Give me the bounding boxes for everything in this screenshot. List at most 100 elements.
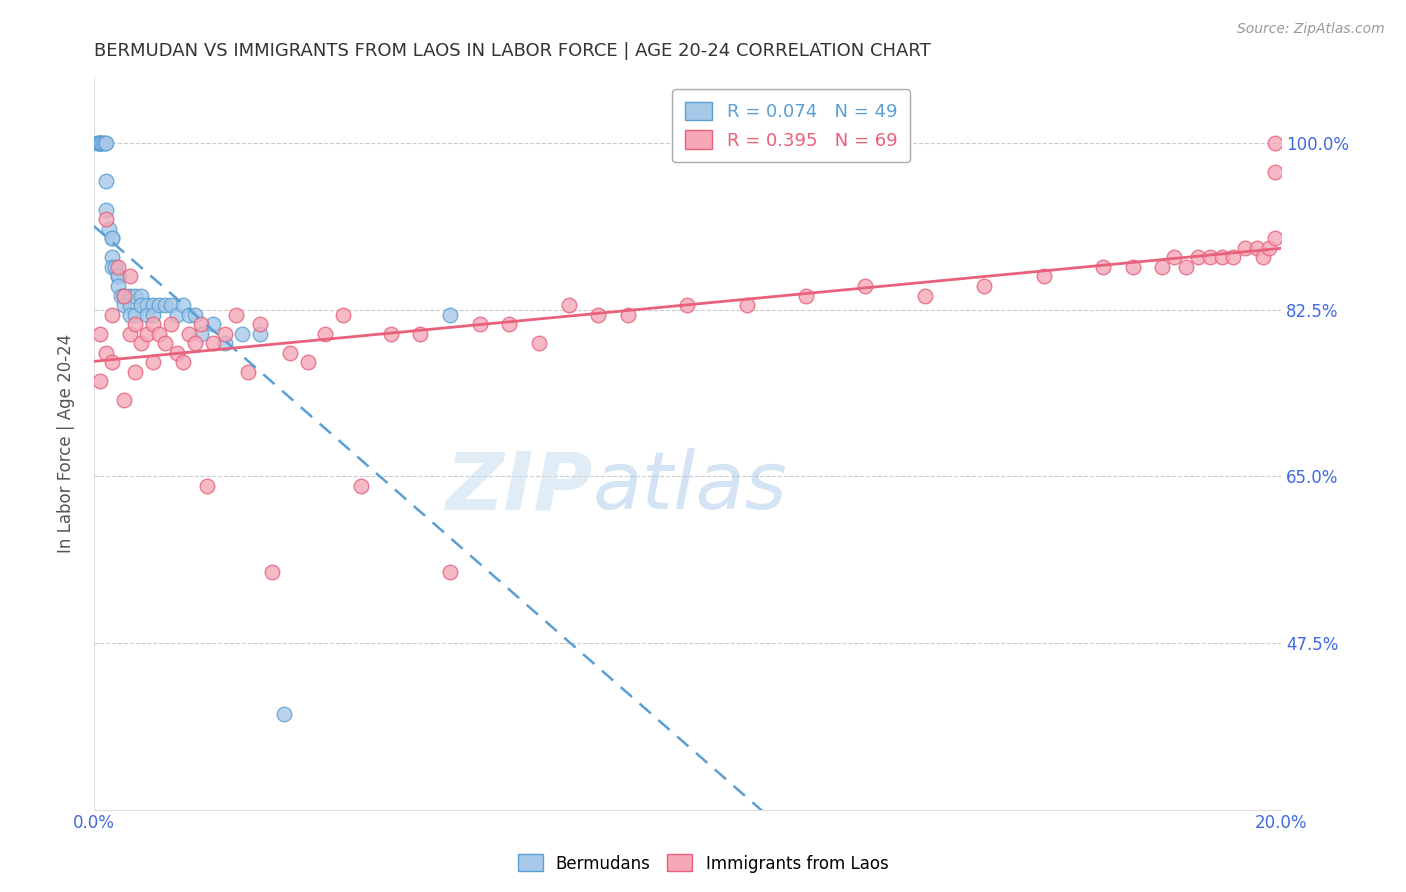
Point xyxy=(190,317,212,331)
Point xyxy=(87,136,110,151)
Point xyxy=(297,355,319,369)
Y-axis label: In Labor Force | Age 20-24: In Labor Force | Age 20-24 xyxy=(58,334,75,553)
Point xyxy=(225,308,247,322)
Point xyxy=(468,317,491,331)
Point xyxy=(735,298,758,312)
Point xyxy=(112,288,135,302)
Point xyxy=(89,326,111,341)
Point xyxy=(112,393,135,408)
Point xyxy=(107,269,129,284)
Point xyxy=(794,288,817,302)
Point xyxy=(94,174,117,188)
Point xyxy=(439,308,461,322)
Point xyxy=(153,336,176,351)
Point xyxy=(97,222,120,236)
Point xyxy=(249,326,271,341)
Point xyxy=(112,298,135,312)
Point xyxy=(1264,165,1286,179)
Point xyxy=(201,317,224,331)
Point xyxy=(91,136,114,151)
Point xyxy=(136,308,159,322)
Legend: R = 0.074   N = 49, R = 0.395   N = 69: R = 0.074 N = 49, R = 0.395 N = 69 xyxy=(672,89,910,162)
Point xyxy=(107,279,129,293)
Point xyxy=(90,136,112,151)
Point xyxy=(112,288,135,302)
Point xyxy=(273,707,295,722)
Point xyxy=(1264,136,1286,151)
Point xyxy=(1187,251,1209,265)
Point xyxy=(136,326,159,341)
Point xyxy=(855,279,877,293)
Point xyxy=(1091,260,1114,274)
Point xyxy=(1264,231,1286,245)
Point xyxy=(676,298,699,312)
Point xyxy=(142,355,165,369)
Point xyxy=(89,136,111,151)
Point xyxy=(107,260,129,274)
Point xyxy=(177,326,200,341)
Text: atlas: atlas xyxy=(592,448,787,526)
Point xyxy=(1152,260,1174,274)
Point xyxy=(148,326,170,341)
Point xyxy=(214,326,236,341)
Point xyxy=(142,308,165,322)
Point xyxy=(527,336,550,351)
Point xyxy=(124,308,146,322)
Point xyxy=(131,288,153,302)
Point xyxy=(94,136,117,151)
Point xyxy=(278,345,301,359)
Point xyxy=(1032,269,1054,284)
Point xyxy=(973,279,995,293)
Point xyxy=(166,345,188,359)
Point xyxy=(177,308,200,322)
Point xyxy=(94,212,117,227)
Point xyxy=(439,565,461,579)
Point xyxy=(1251,251,1274,265)
Point xyxy=(238,365,260,379)
Point xyxy=(118,269,141,284)
Point xyxy=(1258,241,1281,255)
Point xyxy=(1234,241,1257,255)
Point xyxy=(93,136,115,151)
Point xyxy=(184,336,207,351)
Point xyxy=(160,298,183,312)
Point xyxy=(142,298,165,312)
Point xyxy=(100,231,122,245)
Point xyxy=(380,326,402,341)
Point xyxy=(124,365,146,379)
Point xyxy=(104,260,127,274)
Point xyxy=(118,298,141,312)
Point xyxy=(100,231,122,245)
Point xyxy=(1175,260,1198,274)
Point xyxy=(1122,260,1144,274)
Point xyxy=(1163,251,1185,265)
Point xyxy=(118,326,141,341)
Point xyxy=(231,326,253,341)
Point xyxy=(249,317,271,331)
Point xyxy=(86,136,108,151)
Point xyxy=(118,308,141,322)
Point xyxy=(89,136,111,151)
Point xyxy=(124,288,146,302)
Text: BERMUDAN VS IMMIGRANTS FROM LAOS IN LABOR FORCE | AGE 20-24 CORRELATION CHART: BERMUDAN VS IMMIGRANTS FROM LAOS IN LABO… xyxy=(94,42,931,60)
Point xyxy=(107,269,129,284)
Point xyxy=(195,479,218,493)
Point xyxy=(112,288,135,302)
Point xyxy=(100,260,122,274)
Point xyxy=(131,298,153,312)
Point xyxy=(89,374,111,388)
Point xyxy=(131,336,153,351)
Point xyxy=(142,317,165,331)
Point xyxy=(136,298,159,312)
Point xyxy=(89,136,111,151)
Point xyxy=(201,336,224,351)
Point xyxy=(617,308,640,322)
Point xyxy=(332,308,354,322)
Point xyxy=(314,326,336,341)
Point xyxy=(100,308,122,322)
Point xyxy=(1198,251,1220,265)
Point xyxy=(148,298,170,312)
Point xyxy=(94,202,117,217)
Point xyxy=(260,565,283,579)
Point xyxy=(184,308,207,322)
